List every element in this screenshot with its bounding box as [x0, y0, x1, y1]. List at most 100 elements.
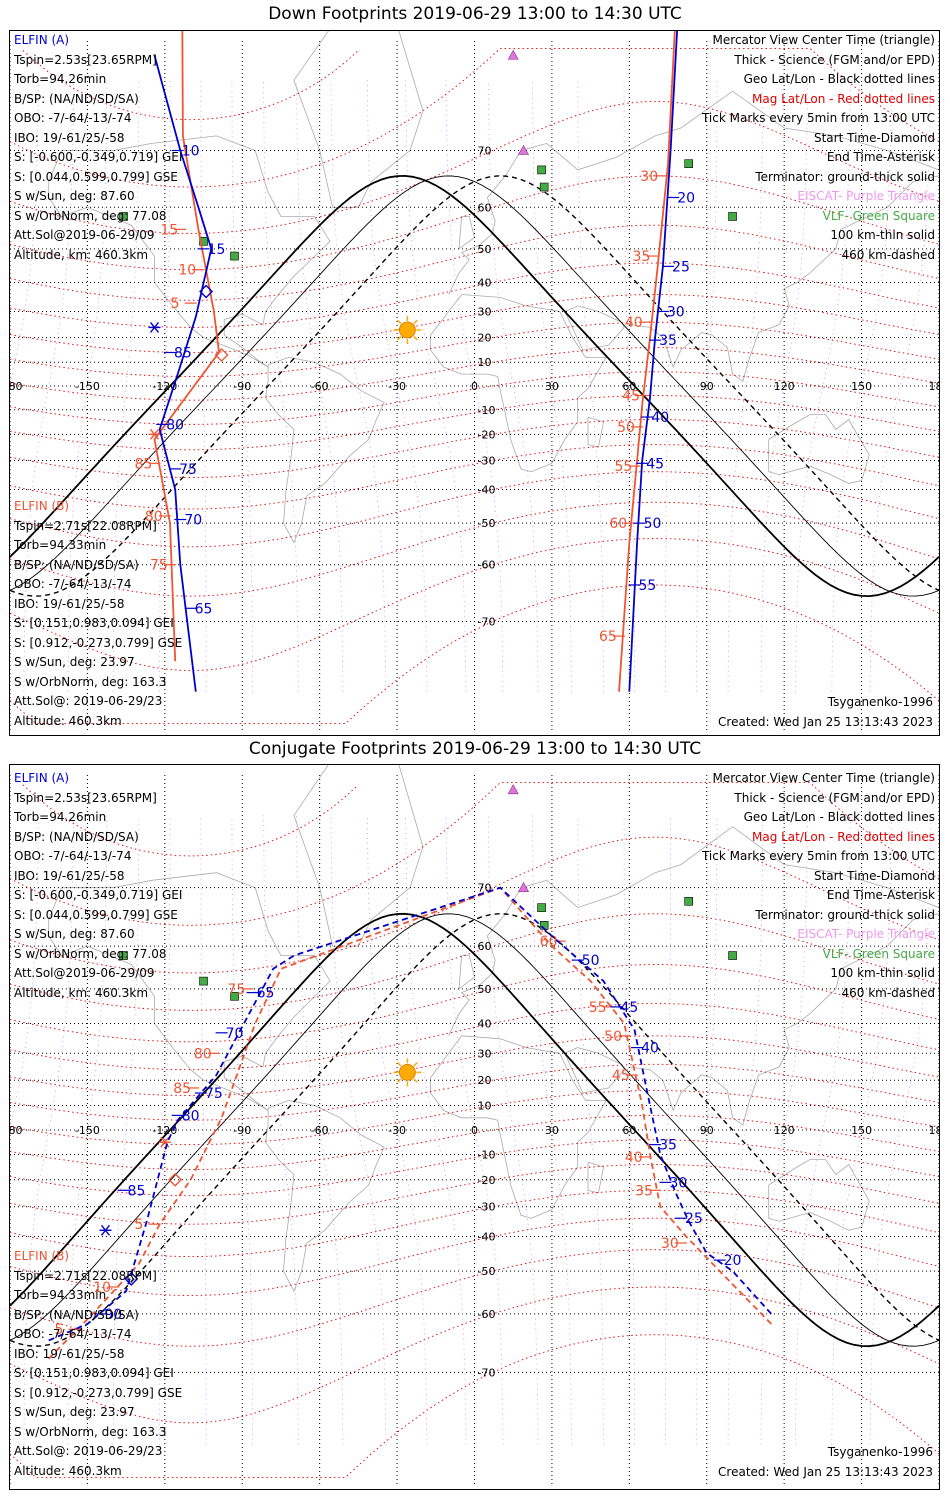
elfin-a-line: Altitude, km: 460.3km [14, 985, 149, 1000]
elfin-b-line: B/SP: (NA/ND/SD/SA) [14, 1307, 139, 1322]
lat-tick-label: -50 [478, 1265, 496, 1278]
mag-meridian [159, 815, 171, 1445]
elfin-a-end-asterisk [100, 1224, 111, 1236]
coastline [448, 826, 939, 1036]
conjugate-footprints-panel: -180 -150 -120 -90 -60 -30 0 30 60 90 120 150 180 70 6… [9, 764, 940, 1490]
mag-parallel [10, 419, 939, 478]
elfin-b-tick-label: 5 [55, 1322, 64, 1338]
mag-meridian [67, 815, 108, 1445]
coastline [587, 1161, 604, 1194]
lon-tick-label: 0 [471, 1124, 478, 1137]
elfin-b-header: ELFIN (B) [14, 1249, 70, 1263]
mag-meridian [445, 80, 504, 692]
elfin-a-tick-label: 15 [208, 242, 226, 258]
elfin-b-line: Torb=94.33min [14, 538, 107, 552]
mag-meridian [577, 815, 604, 1445]
elfin-a-line: Altitude, km: 460.3km [14, 247, 149, 262]
mag-meridian [366, 815, 428, 1445]
created-label: Created: Wed Jan 25 13:13:43 2023 [718, 1465, 933, 1479]
sun-ray [413, 1061, 418, 1067]
mag-meridian [445, 815, 504, 1445]
elfin-a-tick-label: 30 [669, 1175, 687, 1191]
elfin-a-tick-label: 40 [651, 410, 669, 426]
elfin-b-line: Att.Sol@: 2019-06-29/23 [14, 694, 163, 708]
lat-tick-label: -60 [478, 1308, 496, 1321]
vlf-station-marker [119, 951, 128, 960]
legend-item: Terminator: ground-thick solid [755, 169, 935, 184]
lat-tick-label: 50 [478, 243, 492, 256]
mag-parallel [10, 395, 939, 451]
lon-tick-label: -120 [152, 380, 177, 393]
mag-parallel [10, 782, 939, 926]
mag-parallel [10, 347, 939, 401]
conjugate-map-canvas: -180 -150 -120 -90 -60 -30 0 30 60 90 120 150 180 70 6… [10, 765, 939, 1485]
mag-meridian [795, 80, 851, 692]
mag-meridian [330, 80, 387, 692]
lat-tick-label: 30 [478, 1047, 492, 1060]
terminator-ground [10, 174, 939, 598]
coastline [587, 416, 604, 448]
elfin-a-start-diamond [124, 1271, 139, 1286]
mag-meridian [577, 80, 604, 692]
elfin-b-tick-label: 5 [135, 1217, 144, 1233]
mag-meridian [366, 80, 428, 692]
lon-tick-label: 60 [622, 380, 636, 393]
sun-ray [413, 319, 418, 325]
mag-parallel [10, 100, 939, 234]
lat-tick-label: 10 [478, 356, 492, 369]
lon-tick-label: -150 [75, 1124, 100, 1137]
lat-tick-label: 40 [478, 276, 492, 289]
lat-tick-label: 20 [478, 332, 492, 345]
eiscat-station-marker [507, 784, 519, 795]
elfin-a-line: IBO: 19/-61/25/-58 [14, 868, 125, 883]
legend: Mercator View Center Time (triangle) Thi… [702, 31, 935, 265]
lon-tick-label: 30 [545, 1124, 559, 1137]
mag-parallel [10, 501, 939, 597]
sun-ray [413, 335, 418, 341]
coastline [265, 356, 385, 544]
lat-tick-label: -10 [478, 404, 496, 417]
sun-ray [396, 1061, 402, 1067]
elfin-b-tick-label: 40 [625, 315, 643, 331]
mag-meridian [263, 80, 299, 692]
elfin-b-tick-label: 65 [599, 629, 617, 645]
legend-item: Start Time-Diamond [813, 868, 935, 883]
eiscat-station-marker [518, 144, 530, 155]
lon-tick-label: 150 [851, 380, 872, 393]
mag-meridian [831, 815, 892, 1445]
mag-parallel [10, 262, 939, 328]
elfin-a-tick-label: 50 [644, 516, 662, 532]
lon-tick-label: 120 [774, 380, 795, 393]
lat-tick-label: -10 [478, 1148, 496, 1161]
elfin-a-tick-label: 35 [659, 333, 677, 349]
mag-parallel [10, 1334, 939, 1478]
coastline [458, 216, 475, 250]
elfin-a-start-diamond [199, 284, 214, 299]
elfin-b-line: S: [0.912,-0.273,0.799] GSE [14, 1385, 183, 1400]
mag-parallel [10, 175, 939, 271]
elfin-b-line: Altitude: 460.3km [14, 713, 122, 728]
elfin-b-line: IBO: 19/-61/25/-58 [14, 1346, 125, 1361]
lat-tick-label: 70 [478, 882, 492, 895]
mag-meridian [831, 80, 892, 692]
lat-tick-label: 50 [478, 983, 492, 996]
mag-meridian [795, 815, 851, 1445]
mag-parallel [10, 1249, 939, 1347]
lon-tick-label: -60 [311, 380, 329, 393]
elfin-b-tick-label: 80 [145, 509, 163, 525]
sun-ray [396, 335, 402, 341]
legend-item: 460 km-dashed [841, 247, 935, 262]
mag-meridian [296, 80, 344, 692]
elfin-a-tick-label: 45 [646, 456, 664, 472]
elfin-b-track [618, 31, 676, 692]
legend-item: Start Time-Diamond [813, 130, 935, 145]
elfin-b-track [153, 31, 220, 662]
legend-item: Mercator View Center Time (triangle) [712, 771, 935, 785]
elfin-b-line: S w/OrbNorm, deg: 163.3 [14, 674, 167, 689]
mag-parallel [10, 1035, 939, 1096]
vlf-station-marker [199, 237, 208, 246]
coastline [629, 175, 939, 382]
legend-item: Mag Lat/Lon - Red dotted lines [751, 829, 935, 844]
elfin-a-tick-label: 90 [104, 1307, 122, 1323]
eiscat-station-marker [507, 49, 519, 60]
